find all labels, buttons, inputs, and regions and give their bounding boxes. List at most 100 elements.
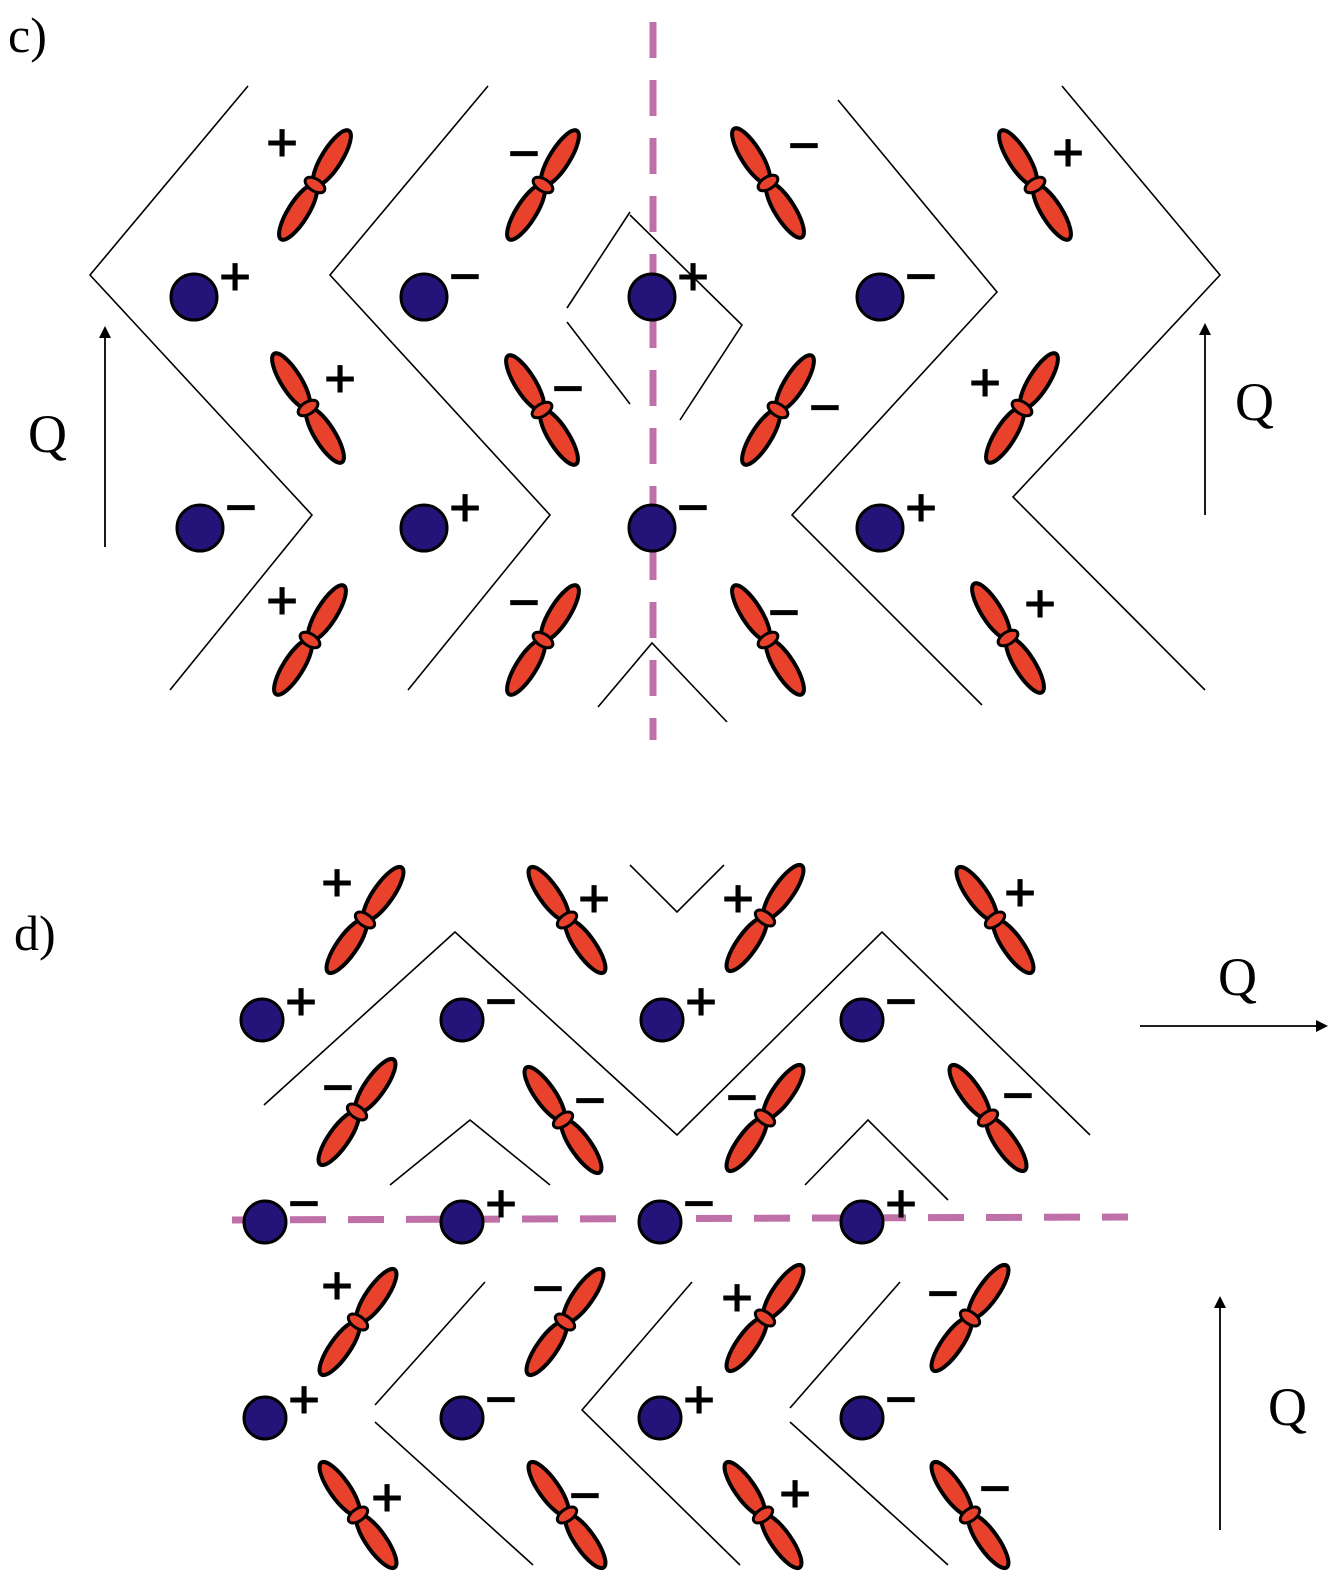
atom (855, 503, 905, 553)
domain-wall (580, 1281, 741, 1566)
orbital-node (996, 628, 1020, 648)
domain-wall (629, 214, 744, 421)
atom-sign: − (223, 482, 260, 533)
atom (169, 272, 219, 322)
atom (855, 272, 905, 322)
atom (839, 1199, 885, 1245)
atom-sign: + (903, 482, 940, 533)
panel-d-orbitals: + + + +− − − −+ − + −+ − + − (316, 857, 1038, 1571)
d-orbital (970, 581, 1046, 695)
atom-sign: + (283, 976, 320, 1027)
orbital-node (976, 1108, 1000, 1128)
panel-c-atoms: + − + − − + − + (169, 251, 940, 553)
domain-wall (566, 321, 631, 405)
orbital-sign: + (576, 873, 613, 924)
orbital-sign: − (320, 1062, 357, 1113)
domain-wall (804, 1118, 949, 1201)
d-orbital (724, 1062, 806, 1174)
atom-sign: − (883, 1374, 920, 1425)
atom (839, 1395, 885, 1441)
orbital-node (303, 175, 327, 195)
atom-sign: + (483, 1178, 520, 1229)
panel-d-q-arrows: Q Q (1140, 947, 1328, 1530)
atom (242, 1199, 288, 1245)
orbital-sign: + (1050, 127, 1087, 178)
d-orbital (740, 353, 816, 467)
orbital-node (298, 630, 322, 650)
mirror-line (231, 1213, 1129, 1224)
orbital-sign: + (777, 1468, 814, 1519)
orbital-node (553, 1312, 577, 1332)
atom (439, 1199, 485, 1245)
orbital-sign: − (1000, 1070, 1037, 1121)
orbital-node (531, 175, 555, 195)
d-orbital (522, 1064, 604, 1176)
q-label: Q (1235, 372, 1274, 432)
orbital-node (555, 1505, 579, 1525)
atom-sign: + (683, 976, 720, 1027)
orbital-sign: − (506, 128, 543, 179)
d-orbital (272, 583, 348, 697)
atom (839, 997, 885, 1043)
domain-wall (790, 99, 999, 706)
orbital-node (756, 173, 780, 193)
atom-sign: − (286, 1178, 323, 1229)
orbital-node (345, 1102, 369, 1122)
panel-d-label: d) (14, 905, 56, 961)
q-label: Q (28, 404, 67, 464)
orbital-sign: + (719, 1272, 756, 1323)
orbital-sign: − (724, 1072, 761, 1123)
orbital-sign: − (925, 1268, 962, 1319)
domain-wall (597, 641, 728, 723)
orbital-sign: − (977, 1463, 1014, 1514)
orbital-node (530, 400, 554, 420)
d-orbital (929, 1459, 1011, 1571)
orbital-sign: − (807, 382, 844, 433)
orbital-sign: + (319, 857, 356, 908)
orbital-node (1010, 398, 1034, 418)
atom-sign: − (903, 251, 940, 302)
d-orbital (316, 1056, 398, 1168)
atom-sign: − (483, 1374, 520, 1425)
d-orbital (730, 583, 806, 697)
d-orbital (526, 1459, 608, 1571)
d-orbital (277, 128, 353, 242)
orbital-sign: − (572, 1075, 609, 1126)
d-orbital (997, 128, 1073, 242)
orbital-sign: + (264, 117, 301, 168)
orbital-node (753, 1108, 777, 1128)
orbital-node (983, 910, 1007, 930)
orbital-sign: + (322, 353, 359, 404)
atom-sign: + (286, 1374, 323, 1425)
d-orbital (505, 128, 581, 242)
atom (242, 1395, 288, 1441)
orbital-node (753, 1308, 777, 1328)
d-orbital (929, 1262, 1011, 1374)
atom-sign: + (217, 251, 254, 302)
d-orbital (722, 1459, 804, 1571)
domain-wall (88, 85, 314, 691)
domain-wall (374, 1281, 486, 1406)
orbital-node (346, 1505, 370, 1525)
d-orbital (954, 864, 1036, 976)
domain-wall (629, 864, 725, 914)
panel-d-atoms: + − + −− + − ++ − + − (239, 976, 920, 1441)
atom (639, 997, 685, 1043)
panel-d-domain-walls (263, 864, 1091, 1566)
atom-sign: − (681, 1178, 718, 1229)
orbital-sign: − (567, 1470, 604, 1521)
orbital-node (958, 1505, 982, 1525)
atom-sign: + (883, 1178, 920, 1229)
atom-sign: − (483, 976, 520, 1027)
orbital-sign: − (550, 363, 587, 414)
orbital-sign: − (506, 577, 543, 628)
d-orbital (526, 864, 608, 976)
orbital-node (751, 1505, 775, 1525)
orbital-node (353, 910, 377, 930)
domain-wall (389, 1118, 551, 1186)
panel-c-label: c) (8, 7, 47, 63)
atom-sign: − (675, 482, 712, 533)
atom-sign: − (883, 976, 920, 1027)
atom-sign: + (675, 251, 712, 302)
domain-wall (1011, 85, 1222, 691)
